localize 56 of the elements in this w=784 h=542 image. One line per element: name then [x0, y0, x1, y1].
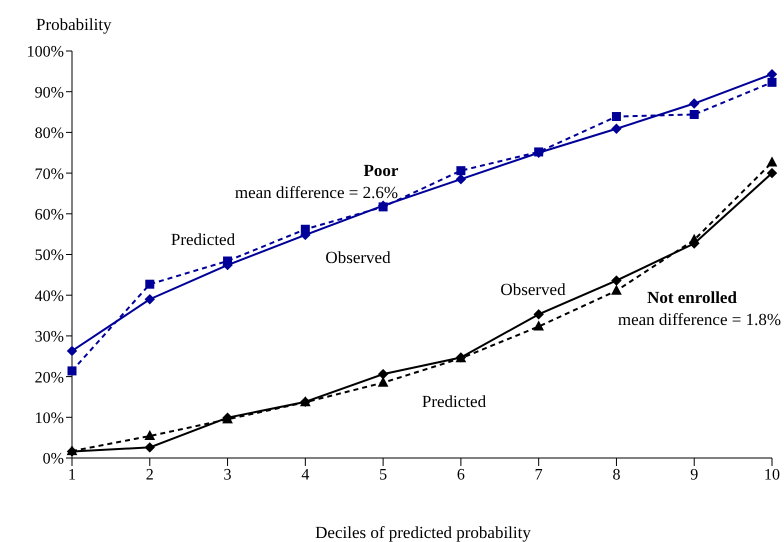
point — [689, 98, 700, 109]
annotation: Not enrolled — [647, 288, 738, 307]
y-tick-label: 60% — [34, 206, 64, 224]
point — [145, 280, 154, 289]
y-tick-label: 30% — [34, 328, 64, 346]
point — [456, 174, 466, 184]
annotation: Predicted — [422, 392, 487, 411]
y-tick-label: 20% — [34, 369, 64, 386]
y-tick-label: 0% — [42, 450, 64, 468]
point — [67, 346, 77, 356]
annotation: Observed — [325, 248, 392, 267]
annotation: mean difference = 2.6% — [234, 183, 398, 202]
point — [144, 294, 155, 304]
x-tick-label: 4 — [301, 466, 310, 484]
point — [223, 256, 232, 266]
annotation: Observed — [500, 280, 566, 299]
point — [767, 168, 777, 178]
point — [611, 276, 622, 286]
y-tick-label: 10% — [34, 410, 64, 427]
y-tick-label: 50% — [34, 247, 64, 264]
x-axis-title: Deciles of predicted probability — [315, 523, 532, 542]
x-tick-label: 5 — [379, 466, 388, 484]
annotation: mean difference = 1.8% — [618, 310, 781, 329]
point — [68, 366, 76, 376]
annotation: Poor — [364, 161, 399, 180]
point — [144, 442, 155, 452]
point — [378, 369, 388, 380]
point — [378, 377, 388, 387]
y-axis-title: Probability — [36, 15, 112, 34]
point — [300, 224, 310, 234]
y-tick-label: 40% — [34, 288, 64, 305]
point — [144, 430, 155, 440]
x-tick-label: 9 — [690, 466, 698, 484]
annotation: Predicted — [170, 230, 236, 249]
x-tick-label: 7 — [534, 466, 543, 484]
point — [611, 285, 622, 295]
point — [690, 110, 699, 119]
x-tick-label: 1 — [68, 466, 76, 484]
y-tick-label: 70% — [34, 166, 64, 183]
point — [611, 124, 622, 134]
point — [534, 309, 544, 320]
y-tick-label: 90% — [34, 84, 64, 102]
point — [534, 321, 544, 331]
x-tick-label: 6 — [456, 466, 465, 484]
x-tick-label: 2 — [146, 466, 154, 484]
x-tick-label: 3 — [224, 466, 232, 484]
point — [767, 69, 777, 80]
point — [456, 166, 466, 176]
x-tick-label: 10 — [764, 466, 780, 484]
point — [689, 234, 700, 244]
point — [768, 78, 776, 87]
point — [767, 157, 777, 167]
x-tick-label: 8 — [612, 466, 620, 484]
y-tick-label: 100% — [26, 44, 64, 61]
point — [612, 112, 621, 122]
y-tick-label: 80% — [34, 125, 64, 142]
